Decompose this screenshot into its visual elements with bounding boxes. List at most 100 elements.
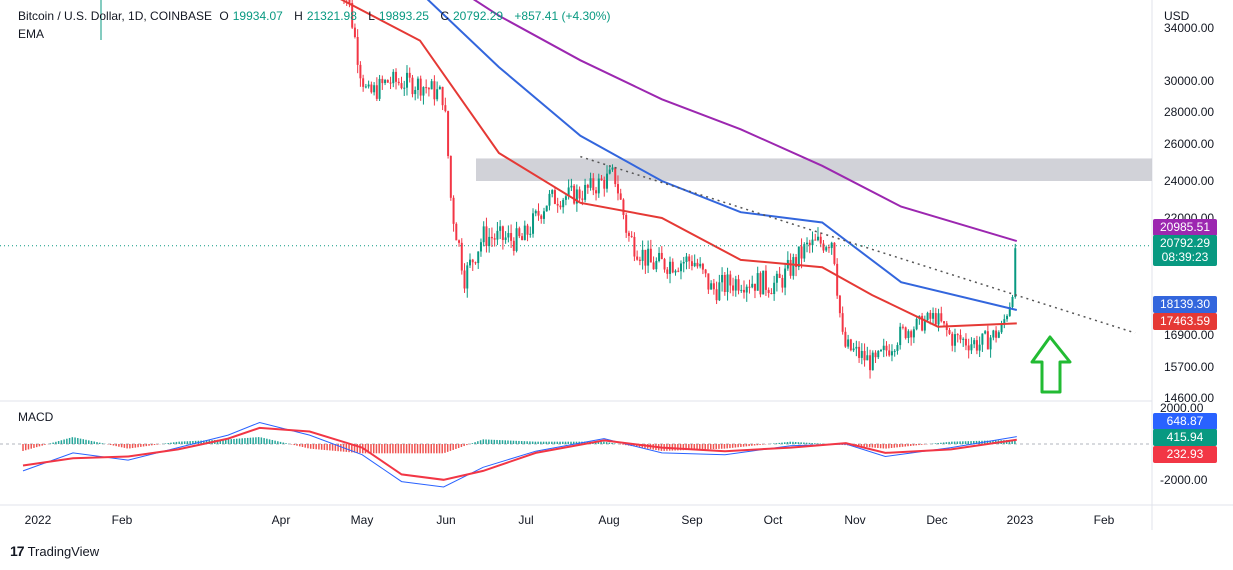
tradingview-logo[interactable]: 17 TradingView	[10, 543, 99, 559]
candle-body	[819, 236, 822, 244]
candle-body	[893, 350, 896, 352]
symbol-title: Bitcoin / U.S. Dollar, 1D, COINBASE	[18, 9, 213, 23]
candle-countdown: 08:39:23	[1161, 250, 1209, 264]
candle-body	[666, 269, 669, 274]
candle-body	[882, 345, 885, 351]
candle-body	[745, 286, 748, 293]
candle-body	[762, 270, 765, 295]
price-axis-tick: 24000.00	[1164, 174, 1214, 188]
candle-body	[416, 78, 419, 90]
candle-body	[967, 345, 970, 351]
ohlc-high: H 21321.98	[294, 9, 357, 23]
candle-body	[403, 87, 406, 89]
candle-body	[515, 228, 518, 251]
candle-body	[773, 282, 776, 295]
candle-body	[932, 313, 935, 319]
ohlc-low: L 19893.25	[368, 9, 429, 23]
candle-body	[532, 213, 535, 234]
current-price-tag: 20792.29 08:39:23	[1153, 235, 1217, 266]
candle-body	[984, 331, 987, 334]
candle-body	[381, 78, 384, 84]
time-axis-tick: Aug	[598, 513, 619, 527]
candle-body	[504, 237, 507, 240]
candle-body	[529, 233, 532, 235]
candle-body	[367, 84, 370, 87]
candle-body	[469, 259, 472, 266]
candle-body	[830, 242, 833, 249]
candle-body	[995, 330, 998, 338]
candle-body	[671, 261, 674, 273]
candle-body	[441, 86, 444, 106]
candle-body	[778, 273, 781, 278]
candle-body	[573, 185, 576, 204]
candle-body	[658, 252, 661, 261]
candle-body	[633, 236, 636, 257]
candle-body	[477, 251, 480, 264]
candle-body	[874, 352, 877, 358]
candle-body	[937, 313, 940, 325]
candle-body	[518, 228, 521, 237]
candle-body	[523, 225, 526, 241]
candle-body	[841, 313, 844, 332]
ema100-line	[426, 0, 1018, 311]
resistance-zone	[476, 158, 1152, 181]
candle-body	[411, 77, 414, 95]
candle-body	[951, 333, 954, 346]
candle-body	[674, 270, 677, 273]
candle-body	[364, 86, 367, 88]
candle-body	[378, 78, 381, 99]
candle-body	[712, 283, 715, 290]
candle-body	[690, 261, 693, 267]
candle-body	[400, 83, 403, 89]
candle-body	[386, 80, 389, 83]
price-axis-tick: 30000.00	[1164, 74, 1214, 88]
candle-body	[814, 239, 817, 241]
candle-body	[726, 274, 729, 292]
candle-body	[710, 283, 713, 290]
candle-body	[611, 167, 614, 170]
ema200-price-tag: 20985.51	[1153, 219, 1217, 236]
candle-body	[449, 155, 452, 198]
candle-body	[647, 248, 650, 266]
candle-body	[526, 225, 529, 235]
candle-body	[452, 197, 455, 224]
candle-body	[822, 243, 825, 251]
candle-body	[359, 64, 362, 79]
candle-body	[627, 232, 630, 236]
candle-body	[953, 334, 956, 346]
candle-body	[811, 239, 814, 246]
candle-body	[877, 350, 880, 358]
candle-body	[427, 88, 430, 90]
candle-body	[992, 330, 995, 338]
indicator-label-ema[interactable]: EMA	[18, 27, 45, 41]
change-value: +857.41 (+4.30%)	[514, 9, 611, 23]
candle-body	[353, 27, 356, 38]
candle-body	[685, 256, 688, 262]
indicator-label-macd[interactable]: MACD	[18, 410, 54, 424]
candles-group	[343, 0, 1017, 379]
candle-body	[997, 332, 1000, 338]
candle-body	[910, 331, 913, 338]
candle-body	[764, 270, 767, 290]
macd-line-tag: 415.94	[1153, 429, 1217, 446]
candle-body	[806, 242, 809, 245]
candle-body	[490, 236, 493, 239]
candle-body	[436, 89, 439, 100]
candle-body	[425, 87, 428, 89]
candle-body	[392, 71, 395, 84]
candle-body	[869, 355, 872, 371]
candle-body	[970, 344, 973, 351]
time-axis-tick: Apr	[272, 513, 291, 527]
candle-body	[907, 331, 910, 338]
candle-body	[838, 295, 841, 314]
candle-body	[943, 321, 946, 324]
candle-body	[855, 346, 858, 349]
candle-body	[926, 312, 929, 321]
current-price-value: 20792.29	[1159, 236, 1211, 250]
candle-body	[471, 259, 474, 263]
candle-body	[1000, 324, 1003, 333]
time-axis-tick: 2023	[1007, 513, 1034, 527]
candle-body	[743, 289, 746, 293]
candle-body	[460, 242, 463, 271]
